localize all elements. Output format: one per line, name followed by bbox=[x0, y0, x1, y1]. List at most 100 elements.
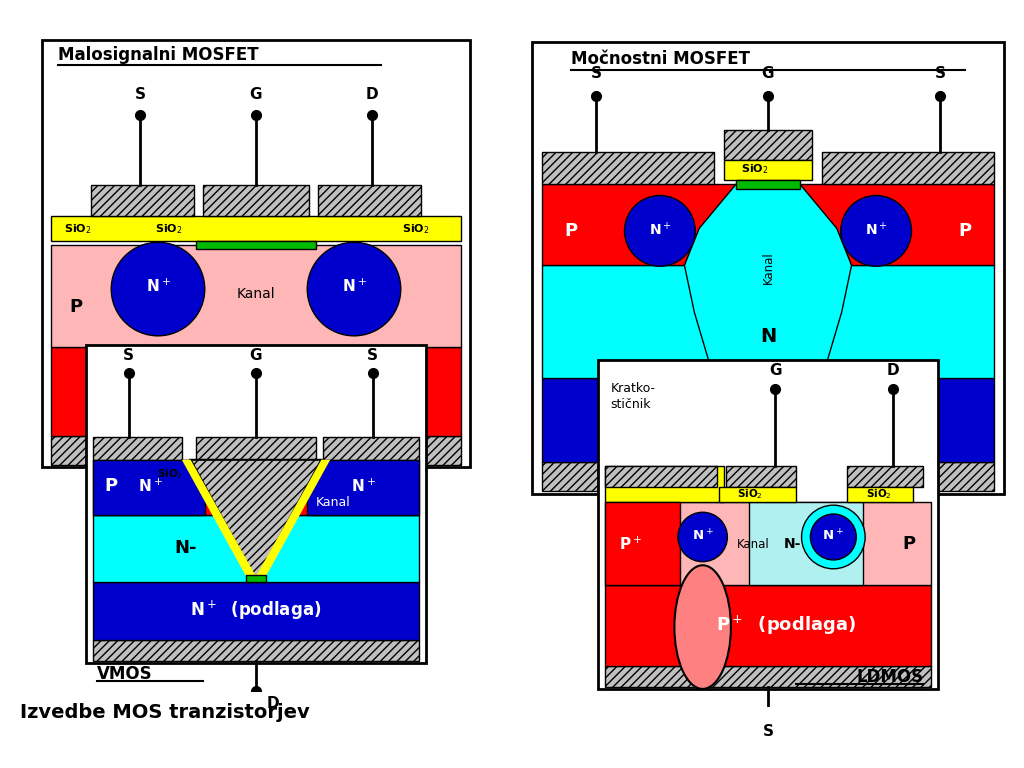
Text: N$^+$: N$^+$ bbox=[865, 220, 888, 238]
Text: S: S bbox=[135, 87, 145, 102]
Bar bbox=[324, 437, 419, 460]
Text: G: G bbox=[769, 363, 781, 378]
Text: P$^+$  (podlaga): P$^+$ (podlaga) bbox=[185, 380, 327, 403]
Bar bbox=[542, 379, 994, 462]
Bar bbox=[307, 460, 419, 515]
Circle shape bbox=[112, 243, 205, 336]
Text: SiO$_2$: SiO$_2$ bbox=[866, 487, 892, 501]
Text: N-: N- bbox=[784, 537, 802, 551]
Circle shape bbox=[678, 512, 727, 561]
Text: D: D bbox=[887, 363, 900, 378]
Text: P: P bbox=[958, 222, 971, 240]
Polygon shape bbox=[182, 460, 256, 576]
Bar bbox=[605, 502, 931, 584]
Circle shape bbox=[802, 505, 865, 569]
Bar bbox=[848, 487, 912, 502]
Polygon shape bbox=[256, 460, 330, 576]
Text: VMOS: VMOS bbox=[97, 664, 153, 683]
Bar bbox=[196, 437, 316, 460]
Bar bbox=[542, 184, 994, 265]
Text: N-: N- bbox=[174, 539, 197, 557]
Polygon shape bbox=[684, 184, 852, 379]
Text: Kanal: Kanal bbox=[316, 495, 351, 508]
Text: G: G bbox=[250, 87, 262, 102]
Text: S: S bbox=[123, 348, 134, 362]
Text: SiO$_2$: SiO$_2$ bbox=[741, 163, 768, 177]
Text: P: P bbox=[903, 535, 915, 553]
Bar bbox=[605, 465, 724, 502]
Bar bbox=[542, 152, 714, 184]
Text: S: S bbox=[935, 66, 945, 81]
Text: P$^+$: P$^+$ bbox=[618, 535, 642, 553]
Text: N$^+$  (podlaga): N$^+$ (podlaga) bbox=[190, 599, 322, 622]
Text: N$^+$  (podlaga): N$^+$ (podlaga) bbox=[697, 409, 839, 432]
Circle shape bbox=[625, 196, 695, 266]
Text: SiO$_2$: SiO$_2$ bbox=[402, 222, 430, 236]
Circle shape bbox=[810, 514, 856, 560]
Bar bbox=[605, 502, 680, 584]
Text: SiO$_2$: SiO$_2$ bbox=[65, 222, 91, 236]
Text: B: B bbox=[269, 510, 281, 525]
Bar bbox=[203, 185, 309, 217]
Bar bbox=[726, 465, 797, 487]
Text: D: D bbox=[366, 87, 378, 102]
Bar bbox=[246, 575, 266, 581]
Text: N$^+$: N$^+$ bbox=[145, 278, 170, 296]
Bar bbox=[318, 185, 421, 217]
Bar bbox=[196, 241, 316, 249]
Bar bbox=[93, 640, 419, 661]
Bar bbox=[736, 180, 800, 189]
Bar bbox=[724, 160, 812, 180]
Bar bbox=[91, 185, 194, 217]
Circle shape bbox=[307, 243, 400, 336]
Bar bbox=[93, 437, 182, 460]
Text: S: S bbox=[367, 348, 378, 362]
Bar bbox=[605, 465, 717, 487]
Text: Kanal: Kanal bbox=[762, 251, 774, 284]
Text: D: D bbox=[266, 697, 280, 711]
Bar bbox=[542, 265, 994, 379]
Bar bbox=[605, 584, 931, 666]
Bar bbox=[51, 347, 461, 436]
Bar bbox=[93, 460, 419, 515]
Text: Kanal: Kanal bbox=[237, 286, 275, 300]
Ellipse shape bbox=[675, 565, 731, 689]
Bar bbox=[724, 130, 812, 160]
Text: D: D bbox=[782, 541, 796, 555]
Text: N$^+$: N$^+$ bbox=[351, 478, 376, 495]
Bar bbox=[51, 436, 461, 465]
Bar bbox=[542, 462, 994, 492]
Text: N$^+$: N$^+$ bbox=[692, 528, 714, 544]
Bar bbox=[822, 152, 994, 184]
Bar bbox=[93, 515, 419, 581]
Text: N$^+$: N$^+$ bbox=[648, 220, 671, 238]
Text: S: S bbox=[763, 724, 773, 740]
Bar bbox=[93, 460, 205, 515]
Text: P: P bbox=[69, 298, 82, 316]
Text: N$^+$: N$^+$ bbox=[342, 278, 367, 296]
Text: P$^+$  (podlaga): P$^+$ (podlaga) bbox=[716, 614, 856, 637]
Text: N: N bbox=[760, 327, 776, 346]
Text: Malosignalni MOSFET: Malosignalni MOSFET bbox=[57, 46, 258, 65]
Bar bbox=[51, 244, 461, 347]
Text: Kratko-
stičnik: Kratko- stičnik bbox=[610, 382, 655, 411]
Text: S: S bbox=[591, 66, 601, 81]
Text: Izvedbe MOS tranzistorjev: Izvedbe MOS tranzistorjev bbox=[20, 703, 310, 722]
Bar bbox=[749, 502, 863, 584]
Text: N$^+$: N$^+$ bbox=[822, 528, 844, 544]
Polygon shape bbox=[190, 460, 322, 580]
Bar bbox=[605, 666, 931, 687]
Text: G: G bbox=[250, 348, 262, 362]
Text: Kanal: Kanal bbox=[737, 538, 770, 551]
Text: P: P bbox=[565, 222, 578, 240]
Bar bbox=[848, 465, 924, 487]
Bar bbox=[51, 217, 461, 241]
Bar bbox=[93, 581, 419, 640]
Circle shape bbox=[841, 196, 911, 266]
Text: G: G bbox=[762, 66, 774, 81]
Text: SiO$_2$: SiO$_2$ bbox=[156, 222, 183, 236]
Text: N$^+$: N$^+$ bbox=[137, 478, 163, 495]
Text: SiO$_2$: SiO$_2$ bbox=[157, 467, 182, 481]
Text: Močnostni MOSFET: Močnostni MOSFET bbox=[571, 50, 751, 68]
Bar bbox=[719, 487, 797, 502]
